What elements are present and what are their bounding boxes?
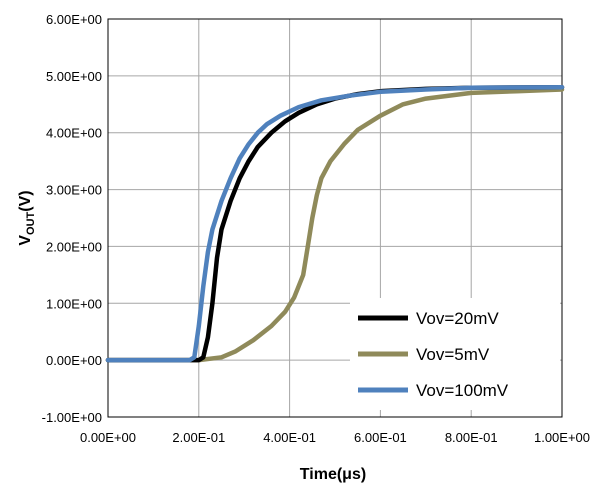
x-tick-label: 0.00E+00	[80, 430, 136, 445]
y-tick-label: -1.00E+00	[42, 410, 102, 425]
y-axis-title-sub: OUT	[25, 211, 37, 235]
legend-item-vov-100mv: Vov=100mV	[358, 381, 509, 400]
series-layer	[105, 84, 565, 363]
legend-label-vov-5mv: Vov=5mV	[416, 345, 490, 364]
y-tick-label: 6.00E+00	[46, 12, 102, 27]
y-axis-title-unit: (V)	[17, 190, 34, 211]
y-tick-label: 5.00E+00	[46, 69, 102, 84]
x-axis-ticks: 0.00E+00 2.00E-01 4.00E-01 6.00E-01 8.00E-01…	[80, 430, 590, 445]
x-tick-label: 1.00E+00	[534, 430, 590, 445]
x-axis-title: Time(μs)	[300, 466, 366, 483]
y-tick-label: 1.00E+00	[46, 296, 102, 311]
legend-item-vov-20mv: Vov=20mV	[358, 309, 499, 328]
legend-label-vov-20mv: Vov=20mV	[416, 309, 499, 328]
x-tick-label: 2.00E-01	[172, 430, 225, 445]
plot-area-frame	[107, 18, 563, 418]
y-tick-label: 4.00E+00	[46, 126, 102, 141]
y-tick-label: 0.00E+00	[46, 353, 102, 368]
x-tick-label: 4.00E-01	[263, 430, 316, 445]
y-axis-title-main: V	[17, 235, 34, 246]
legend-label-vov-100mv: Vov=100mV	[416, 381, 509, 400]
x-tick-label: 6.00E-01	[354, 430, 407, 445]
series-line-vov-100mv	[105, 84, 565, 363]
legend-item-vov-5mv: Vov=5mV	[358, 345, 490, 364]
series-line-vov-5mv	[105, 87, 565, 363]
y-axis-ticks: -1.00E+00 0.00E+00 1.00E+00 2.00E+00 3.00E+0…	[42, 12, 102, 425]
y-axis-title: VOUT(V)	[17, 190, 37, 245]
legend: Vov=20mV Vov=5mV Vov=100mV	[350, 298, 560, 410]
y-tick-label: 2.00E+00	[46, 239, 102, 254]
x-tick-label: 8.00E-01	[445, 430, 498, 445]
y-tick-label: 3.00E+00	[46, 183, 102, 198]
